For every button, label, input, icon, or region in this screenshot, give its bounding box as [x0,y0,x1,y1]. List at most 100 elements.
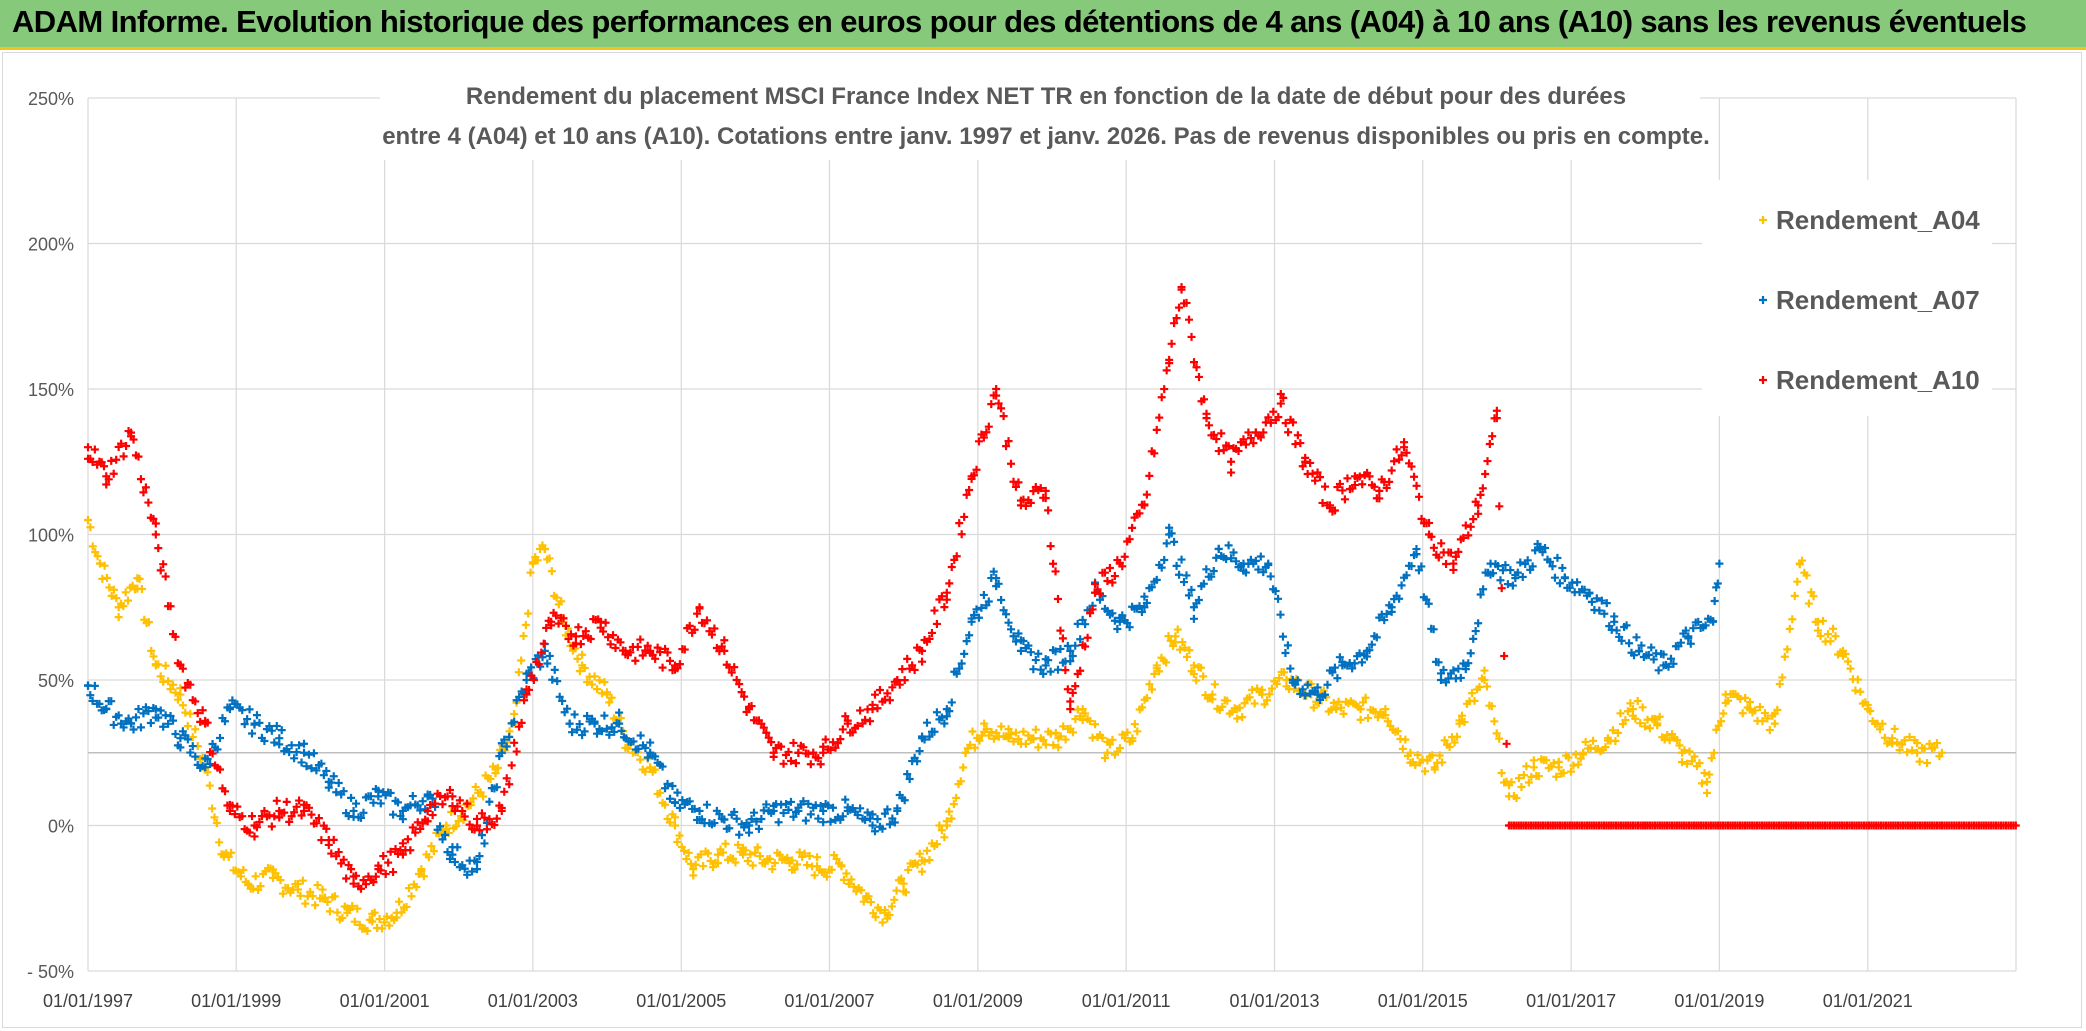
data-point [607,693,616,702]
data-point [427,842,436,851]
data-point [304,803,313,812]
data-point [1155,413,1164,422]
data-point [759,723,768,732]
data-point [109,585,118,594]
data-point [412,882,421,891]
data-point [1189,614,1198,623]
data-point [1434,658,1443,667]
data-point [1046,667,1055,676]
data-point [646,738,655,747]
data-point [176,734,185,743]
data-point [997,722,1006,731]
data-point [607,723,616,732]
data-point [186,680,195,689]
data-point [112,594,121,603]
data-point [548,675,557,684]
data-point [609,631,618,640]
data-point [1611,737,1620,746]
data-point [1219,446,1228,455]
data-point [1019,637,1028,646]
data-point [908,661,917,670]
data-point [1920,744,1929,753]
data-point [210,813,219,822]
x-tick-label: 01/01/2009 [933,991,1023,1011]
data-point [1613,728,1622,737]
data-point [689,865,698,874]
data-point [441,830,450,839]
data-point [952,793,961,802]
data-point [398,815,407,824]
data-point [868,821,877,830]
data-point [1175,303,1184,312]
data-point [595,676,604,685]
data-point [1492,729,1501,738]
data-point [1063,641,1072,650]
data-point [1513,568,1522,577]
data-point [212,819,221,828]
data-point [942,588,951,597]
data-point [663,648,672,657]
data-point [1395,455,1404,464]
data-point [275,806,284,815]
data-point [1223,696,1232,705]
data-point [1113,625,1122,634]
data-point [1770,719,1779,728]
data-point [813,853,822,862]
data-point [937,713,946,722]
data-point [621,646,630,655]
data-point [1531,546,1540,555]
data-point [1177,283,1186,292]
data-point [382,912,391,921]
data-point [280,808,289,817]
data-point [602,724,611,733]
data-point [1120,734,1129,743]
data-point [1081,642,1090,651]
data-point [1044,506,1053,515]
data-point [1490,717,1499,726]
data-point [678,796,687,805]
data-point [1746,705,1755,714]
data-point [144,707,153,716]
data-point [1143,694,1152,703]
data-point [1034,743,1043,752]
data-point [813,862,822,871]
data-point [1666,654,1675,663]
data-point [1167,339,1176,348]
data-point [602,690,611,699]
data-point [883,689,892,698]
data-point [1923,758,1932,767]
data-point [147,646,156,655]
data-point [853,721,862,730]
data-point [784,805,793,814]
data-point [849,882,858,891]
data-point [1387,603,1396,612]
legend-label: Rendement_A10 [1776,365,1980,395]
data-point [838,812,847,821]
data-point [915,849,924,858]
data-point [1034,649,1043,658]
data-point [1829,624,1838,633]
data-point [216,733,225,742]
data-point [1145,680,1154,689]
data-point [300,739,309,748]
data-point [166,602,175,611]
data-point [1142,598,1151,607]
data-point [819,818,828,827]
data-point [757,814,766,823]
data-point [134,452,143,461]
data-point [1224,541,1233,550]
data-point [782,799,791,808]
data-point [255,817,264,826]
data-point [191,725,200,734]
data-point [1061,666,1070,675]
data-point [670,661,679,670]
data-point [1713,579,1722,588]
data-point [1628,705,1637,714]
data-point [1516,558,1525,567]
data-point [930,727,939,736]
data-point [673,837,682,846]
data-point [793,860,802,869]
data-point [932,840,941,849]
data-point [555,692,564,701]
data-point [710,819,719,828]
